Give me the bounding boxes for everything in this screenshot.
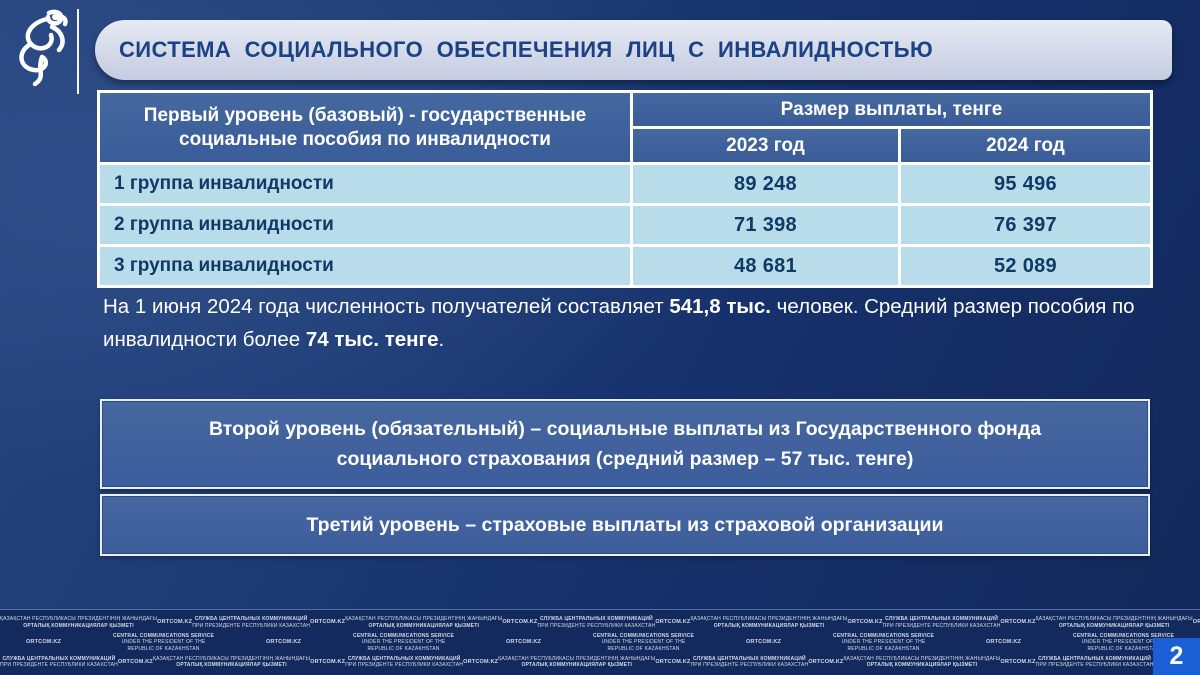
footer-watermark-kz: ҚАЗАҚСТАН РЕСПУБЛИКАСЫ ПРЕЗИДЕНТІНІҢ ЖАН… — [843, 655, 1001, 669]
page-number-badge: 2 — [1153, 638, 1200, 675]
table-header-2023: 2023 год — [633, 129, 898, 162]
footer-watermark-ru: СЛУЖБА ЦЕНТРАЛЬНЫХ КОММУНИКАЦИЙ ПРИ ПРЕЗИ… — [192, 616, 311, 629]
footer-watermark-kz: ҚАЗАҚСТАН РЕСПУБЛИКАСЫ ПРЕЗИДЕНТІНІҢ ЖАН… — [498, 655, 656, 669]
footer-watermark-kz: ҚАЗАҚСТАН РЕСПУБЛИКАСЫ ПРЕЗИДЕНТІНІҢ ЖАН… — [0, 616, 158, 629]
table-row-label-group1: 1 группа инвалидности — [100, 165, 630, 203]
footer-watermark-ru: СЛУЖБА ЦЕНТРАЛЬНЫХ КОММУНИКАЦИЙ ПРИ ПРЕЗИ… — [345, 655, 464, 669]
footer-watermark-en: CENTRAL COMMUNICATIONS SERVICE UNDER THE … — [353, 632, 455, 652]
footer-watermark-ru: СЛУЖБА ЦЕНТРАЛЬНЫХ КОММУНИКАЦИЙ ПРИ ПРЕЗИ… — [0, 655, 118, 669]
third-level-box: Третий уровень – страховые выплаты из ст… — [100, 494, 1150, 556]
footer-watermark-url: ORTCOM.KZ — [985, 638, 1022, 645]
footer-watermark-ru: СЛУЖБА ЦЕНТРАЛЬНЫХ КОММУНИКАЦИЙ ПРИ ПРЕЗИ… — [1035, 655, 1154, 669]
footer-watermark-url: ORTCOM.KZ — [808, 658, 844, 665]
footer-watermark-en: CENTRAL COMMUNICATIONS SERVICE UNDER THE … — [833, 632, 935, 652]
footer-watermark-kz: ҚАЗАҚСТАН РЕСПУБЛИКАСЫ ПРЕЗИДЕНТІНІҢ ЖАН… — [345, 616, 503, 629]
footer-watermark-url: ORTCOM.KZ — [1000, 619, 1036, 626]
footer-watermark-row: СЛУЖБА ЦЕНТРАЛЬНЫХ КОММУНИКАЦИЙ ПРИ ПРЕЗИ… — [0, 652, 1200, 672]
table-cell-group3-2024: 52 089 — [901, 247, 1150, 285]
table-cell-group3-2023: 48 681 — [633, 247, 898, 285]
table-cell-group1-2023: 89 248 — [633, 165, 898, 203]
footer-watermark-url: ORTCOM.KZ — [265, 638, 302, 645]
recipients-note: На 1 июня 2024 года численность получате… — [103, 291, 1161, 357]
footer-watermark-url: ORTCOM.KZ — [310, 658, 346, 665]
slide-title-bar: СИСТЕМА СОЦИАЛЬНОГО ОБЕСПЕЧЕНИЯ ЛИЦ С ИН… — [95, 20, 1172, 80]
footer-watermark-url: ORTCOM.KZ — [1000, 658, 1036, 665]
footer-watermark-en: CENTRAL COMMUNICATIONS SERVICE UNDER THE … — [593, 632, 695, 652]
table-header-level1: Первый уровень (базовый) - государственн… — [100, 93, 630, 162]
winged-leopard-logo — [10, 4, 72, 90]
footer-watermark-url: ORTCOM.KZ — [502, 619, 538, 626]
footer-watermark-url: ORTCOM.KZ — [505, 638, 542, 645]
note-text-3: . — [438, 327, 445, 351]
footer-watermark-ru: СЛУЖБА ЦЕНТРАЛЬНЫХ КОММУНИКАЦИЙ ПРИ ПРЕЗИ… — [537, 616, 656, 629]
footer-watermark-row: ORTCOM.KZ CENTRAL COMMUNICATIONS SERVICE U… — [0, 633, 1200, 653]
footer-watermark-ru: СЛУЖБА ЦЕНТРАЛЬНЫХ КОММУНИКАЦИЙ ПРИ ПРЕЗИ… — [690, 655, 809, 669]
footer-watermark-url: ORTCOM.KZ — [745, 638, 782, 645]
footer-watermark-url: ORTCOM.KZ — [310, 619, 346, 626]
footer-watermark-url: ORTCOM.KZ — [1192, 619, 1200, 626]
footer-watermark-url: ORTCOM.KZ — [847, 619, 883, 626]
footer-watermark-kz: ҚАЗАҚСТАН РЕСПУБЛИКАСЫ ПРЕЗИДЕНТІНІҢ ЖАН… — [1035, 616, 1193, 629]
footer-watermark-band: ҚАЗАҚСТАН РЕСПУБЛИКАСЫ ПРЕЗИДЕНТІНІҢ ЖАН… — [0, 609, 1200, 675]
footer-watermark-en: CENTRAL COMMUNICATIONS SERVICE UNDER THE … — [113, 632, 215, 652]
note-bold-recipients: 541,8 тыс. — [669, 295, 771, 318]
benefits-table: Первый уровень (базовый) - государственн… — [97, 90, 1153, 288]
footer-watermark-url: ORTCOM.KZ — [655, 658, 691, 665]
levels-boxes: Второй уровень (обязательный) – социальн… — [100, 399, 1150, 556]
note-text-1: На 1 июня 2024 года численность получате… — [103, 295, 670, 318]
table-cell-group1-2024: 95 496 — [901, 165, 1150, 203]
footer-watermark-url: ORTCOM.KZ — [463, 658, 499, 665]
table-cell-group2-2024: 76 397 — [901, 206, 1150, 244]
footer-watermark-url: ORTCOM.KZ — [117, 658, 153, 665]
page-title: СИСТЕМА СОЦИАЛЬНОГО ОБЕСПЕЧЕНИЯ ЛИЦ С ИН… — [119, 37, 934, 62]
footer-watermark-en: CENTRAL COMMUNICATIONS SERVICE UNDER THE … — [1073, 632, 1175, 652]
footer-watermark-url: ORTCOM.KZ — [157, 619, 193, 626]
table-header-2024: 2024 год — [901, 129, 1150, 162]
table-row-label-group3: 3 группа инвалидности — [100, 247, 630, 285]
footer-watermark-kz: ҚАЗАҚСТАН РЕСПУБЛИКАСЫ ПРЕЗИДЕНТІНІҢ ЖАН… — [690, 616, 848, 629]
logo-divider — [77, 9, 79, 94]
footer-watermark-row: ҚАЗАҚСТАН РЕСПУБЛИКАСЫ ПРЕЗИДЕНТІНІҢ ЖАН… — [0, 613, 1200, 633]
table-row-label-group2: 2 группа инвалидности — [100, 206, 630, 244]
footer-watermark-ru: СЛУЖБА ЦЕНТРАЛЬНЫХ КОММУНИКАЦИЙ ПРИ ПРЕЗИ… — [882, 616, 1001, 629]
second-level-box: Второй уровень (обязательный) – социальн… — [100, 399, 1150, 489]
note-text-2: человек. Средний размер пособия по инвал… — [103, 295, 1135, 351]
footer-watermark-url: ORTCOM.KZ — [25, 638, 62, 645]
table-header-payment: Размер выплаты, тенге — [633, 93, 1150, 126]
table-cell-group2-2023: 71 398 — [633, 206, 898, 244]
footer-watermark-url: ORTCOM.KZ — [655, 619, 691, 626]
footer-watermark-kz: ҚАЗАҚСТАН РЕСПУБЛИКАСЫ ПРЕЗИДЕНТІНІҢ ЖАН… — [153, 655, 311, 669]
winged-leopard-icon — [19, 9, 68, 87]
note-bold-average: 74 тыс. тенге — [305, 327, 439, 351]
